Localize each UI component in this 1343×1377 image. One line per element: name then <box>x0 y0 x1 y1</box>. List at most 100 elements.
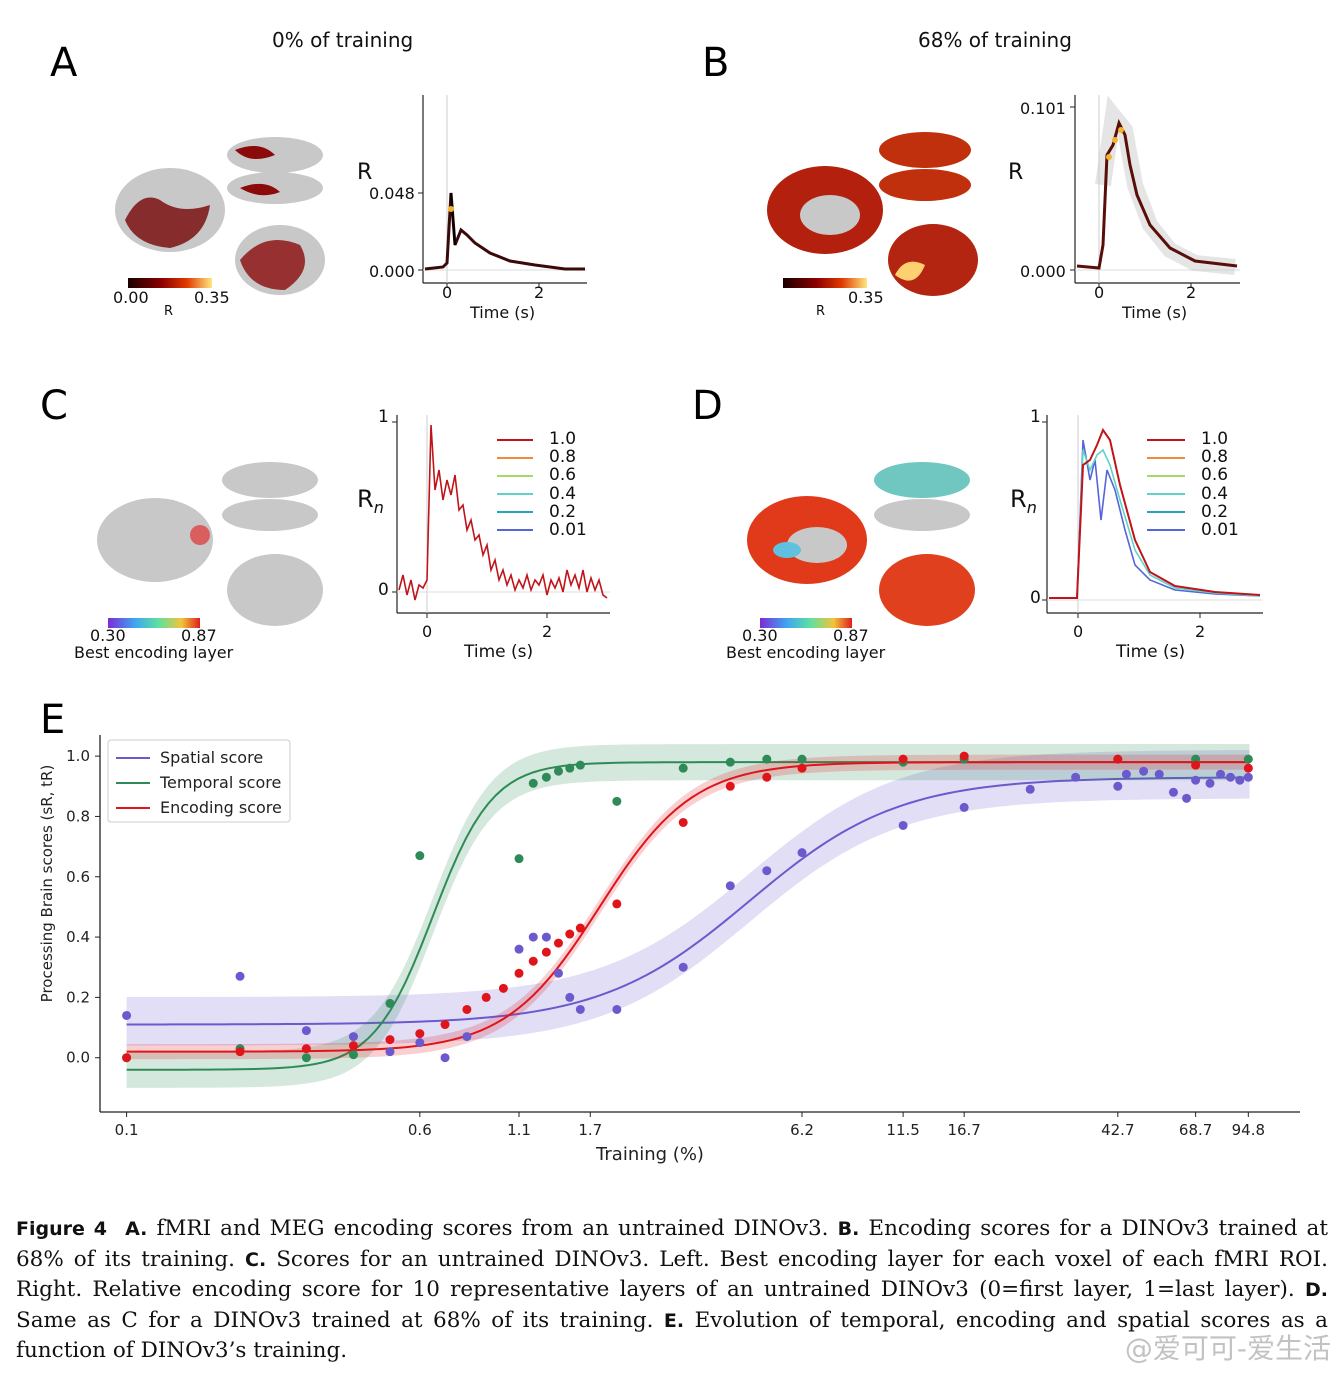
y-tick-label: 0.8 <box>66 807 90 825</box>
data-point <box>678 962 688 972</box>
ylabel: R <box>1008 160 1024 185</box>
data-point <box>762 754 772 764</box>
cbar-label: R <box>816 304 826 319</box>
xtick: 0 <box>1073 622 1084 641</box>
brain-medial-view <box>97 498 213 582</box>
data-point <box>959 751 969 761</box>
xlabel: Time (s) <box>1116 642 1186 662</box>
data-point <box>541 947 551 957</box>
caption-fig-label: Figure 4 <box>16 1218 107 1240</box>
cbar-label: Best encoding layer <box>74 643 234 662</box>
trace-layer-0-4 <box>1049 448 1261 599</box>
panel-e-chart: 0.0 0.2 0.4 0.6 0.8 1.0 0.1 0.6 1.1 1.7 6.2 11.5 16.… <box>38 735 1300 1165</box>
cbar-min: 0.30 <box>742 626 778 645</box>
data-point <box>1191 775 1201 785</box>
data-point <box>575 1004 585 1014</box>
panel-d-brain-maps <box>747 462 975 628</box>
data-point <box>528 956 538 966</box>
data-point <box>385 1035 395 1045</box>
data-point <box>301 1044 311 1054</box>
xtick: 0 <box>442 283 453 302</box>
data-point <box>235 1047 245 1057</box>
x-tick-label: 42.7 <box>1101 1121 1134 1139</box>
panel-letter-d: D <box>692 383 723 429</box>
legend-labels: 1.0 0.8 0.6 0.4 0.2 0.01 <box>1201 429 1239 541</box>
caption-c-label: C. <box>245 1248 267 1271</box>
data-point <box>797 754 807 764</box>
data-point <box>301 1053 311 1063</box>
brain-ventral-view <box>222 462 318 498</box>
data-point <box>235 971 245 981</box>
trace-layer-0-01 <box>1049 439 1261 599</box>
xtick: 0 <box>1094 283 1105 302</box>
x-tick-label: 6.2 <box>790 1121 814 1139</box>
data-point <box>1113 754 1123 764</box>
data-point <box>415 851 425 861</box>
brain-ventral-view <box>879 132 971 168</box>
confidence-band <box>126 750 1250 1046</box>
data-point <box>385 998 395 1008</box>
colorbar <box>783 278 867 288</box>
x-tick-label: 68.7 <box>1179 1121 1212 1139</box>
panel-letter-c: C <box>40 383 68 429</box>
ylabel: Rn <box>1010 485 1037 517</box>
data-point <box>541 772 551 782</box>
data-point <box>612 1004 622 1014</box>
data-point <box>553 968 563 978</box>
data-point <box>612 899 622 909</box>
data-point <box>678 763 688 773</box>
caption-e-label: E. <box>663 1309 685 1332</box>
panel-d-time-plot <box>1042 415 1263 618</box>
data-point <box>1243 754 1253 764</box>
data-point <box>898 754 908 764</box>
data-point <box>725 881 735 891</box>
caption-b-label: B. <box>837 1218 860 1240</box>
legend-labels: 1.0 0.8 0.6 0.4 0.2 0.01 <box>549 429 587 541</box>
data-point <box>1216 769 1226 779</box>
data-point <box>1191 760 1201 770</box>
xtick: 0 <box>422 622 433 641</box>
cbar-label: Best encoding layer <box>726 643 886 662</box>
data-point <box>440 1053 450 1063</box>
data-point <box>528 778 538 788</box>
data-point <box>301 1026 311 1036</box>
data-point <box>528 932 538 942</box>
panel-c-brain-maps <box>97 462 323 628</box>
brain-lateral-view <box>227 554 323 626</box>
colorbar <box>128 278 212 288</box>
data-point <box>1121 769 1131 779</box>
panel-letter-a: A <box>50 40 78 86</box>
x-tick-label: 94.8 <box>1232 1121 1265 1139</box>
data-point <box>1071 772 1081 782</box>
xlabel: Time (s) <box>464 642 534 662</box>
cbar-min: 0.30 <box>90 626 126 645</box>
panel-a-title: 0% of training <box>272 28 414 52</box>
brain-lateral-view <box>879 554 975 626</box>
data-point <box>565 763 575 773</box>
encoding-trace <box>398 424 608 601</box>
data-point <box>575 923 585 933</box>
colorbar <box>108 618 200 628</box>
legend <box>497 439 533 531</box>
data-point <box>553 766 563 776</box>
data-point <box>898 820 908 830</box>
data-point <box>498 983 508 993</box>
data-point <box>1243 772 1253 782</box>
cbar-max: 0.35 <box>848 288 884 307</box>
xlabel: Time (s) <box>470 303 536 322</box>
ytick-top: 0.101 <box>1020 99 1066 118</box>
legend-label: Spatial score <box>160 748 263 767</box>
data-point <box>514 854 524 864</box>
data-point <box>1225 772 1235 782</box>
data-point <box>959 802 969 812</box>
data-point <box>122 1010 132 1020</box>
data-point <box>481 992 491 1002</box>
ytick-top: 1 <box>1030 407 1041 427</box>
x-tick-label: 0.6 <box>408 1121 432 1139</box>
ylabel: R <box>357 160 373 185</box>
y-tick-label: 0.4 <box>66 928 90 946</box>
cbar-max: 0.35 <box>194 288 230 307</box>
xtick: 2 <box>534 283 545 302</box>
panel-a-brain-maps <box>115 137 325 295</box>
ytick-bottom: 0 <box>1030 588 1041 608</box>
